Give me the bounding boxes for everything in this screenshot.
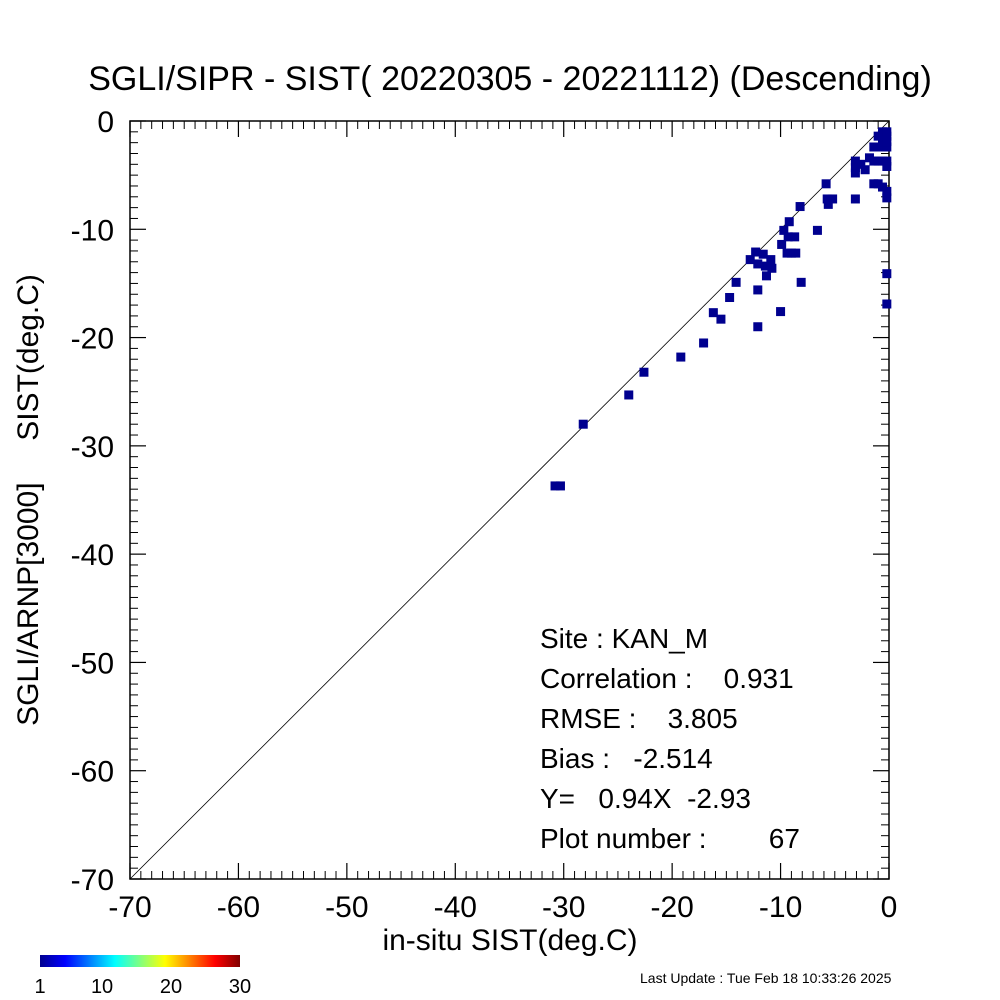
x-tick-label: 0 bbox=[881, 891, 898, 924]
x-tick-label: -10 bbox=[759, 891, 802, 924]
data-point bbox=[795, 202, 805, 212]
one-to-one-line bbox=[129, 120, 890, 880]
stat-line: Y= 0.94X -2.93 bbox=[540, 783, 751, 814]
data-point bbox=[753, 285, 763, 295]
data-point bbox=[753, 322, 763, 332]
data-point bbox=[823, 199, 833, 209]
data-point bbox=[725, 293, 735, 303]
data-point bbox=[760, 261, 770, 271]
data-point bbox=[821, 179, 831, 189]
y-tick-labels: -70 -60 -50 -40 -30 -20 -10 0 bbox=[71, 106, 114, 897]
data-point bbox=[850, 156, 860, 166]
data-point bbox=[639, 367, 649, 377]
data-point bbox=[860, 165, 870, 175]
last-update-text: Last Update : Tue Feb 18 10:33:26 2025 bbox=[640, 970, 892, 986]
data-point bbox=[882, 156, 892, 166]
data-point bbox=[828, 194, 838, 204]
data-point bbox=[822, 194, 832, 204]
data-point bbox=[766, 255, 776, 265]
data-point bbox=[753, 259, 763, 269]
x-tick-label: -70 bbox=[108, 891, 151, 924]
y-tick-label: -70 bbox=[71, 864, 114, 897]
stat-line: Site : KAN_M bbox=[540, 623, 708, 654]
data-point bbox=[776, 307, 786, 317]
plot-area bbox=[129, 120, 892, 880]
data-point bbox=[882, 193, 892, 203]
stat-line: Bias : -2.514 bbox=[540, 743, 713, 774]
data-point bbox=[882, 127, 892, 137]
colorbar-tick-label: 20 bbox=[160, 976, 182, 998]
y-axis-label: SGLI/ARNP[3000] SIST(deg.C) bbox=[12, 274, 45, 726]
data-point bbox=[777, 239, 787, 249]
data-point bbox=[708, 308, 718, 318]
colorbar-gradient bbox=[40, 955, 240, 967]
x-tick-label: -50 bbox=[325, 891, 368, 924]
data-point bbox=[699, 338, 709, 348]
data-point bbox=[796, 277, 806, 287]
x-tick-label: -20 bbox=[650, 891, 693, 924]
data-point bbox=[783, 232, 793, 242]
data-point bbox=[767, 263, 777, 273]
data-point bbox=[850, 168, 860, 178]
stat-line: Plot number : 67 bbox=[540, 823, 800, 854]
data-point bbox=[745, 255, 755, 265]
colorbar-tick-label: 30 bbox=[229, 976, 251, 998]
data-point bbox=[850, 194, 860, 204]
colorbar-labels: 1 10 20 30 bbox=[34, 976, 251, 998]
x-axis-label: in-situ SIST(deg.C) bbox=[382, 924, 637, 957]
minor-ticks bbox=[130, 121, 889, 879]
data-point bbox=[761, 271, 771, 281]
data-point bbox=[676, 352, 686, 362]
stat-line: Correlation : 0.931 bbox=[540, 663, 794, 694]
data-point bbox=[779, 225, 789, 235]
data-point bbox=[550, 481, 560, 491]
x-tick-label: -40 bbox=[434, 891, 477, 924]
data-point bbox=[850, 163, 860, 173]
data-point bbox=[882, 161, 892, 171]
data-point bbox=[882, 142, 892, 152]
data-point bbox=[784, 217, 794, 227]
stat-line: RMSE : 3.805 bbox=[540, 703, 738, 734]
y-tick-label: -30 bbox=[71, 431, 114, 464]
data-points bbox=[550, 127, 892, 491]
data-point bbox=[812, 225, 822, 235]
y-tick-label: -50 bbox=[71, 647, 114, 680]
y-tick-label: -10 bbox=[71, 214, 114, 247]
data-point bbox=[782, 248, 792, 258]
x-tick-label: -60 bbox=[217, 891, 260, 924]
chart-title: SGLI/SIPR - SIST( 20220305 - 20221112) (… bbox=[88, 60, 932, 98]
y-tick-label: -60 bbox=[71, 756, 114, 789]
data-point bbox=[882, 137, 892, 147]
x-tick-labels: -70 -60 -50 -40 -30 -20 -10 0 bbox=[108, 891, 897, 924]
y-tick-label: -40 bbox=[71, 539, 114, 572]
y-tick-label: 0 bbox=[97, 106, 114, 139]
data-point bbox=[758, 249, 768, 259]
data-point bbox=[555, 481, 565, 491]
colorbar-tick-label: 10 bbox=[91, 976, 113, 998]
statistics-box: Site : KAN_M Correlation : 0.931 RMSE : 3.… bbox=[540, 623, 800, 854]
data-point bbox=[856, 159, 866, 169]
data-point bbox=[578, 419, 588, 429]
data-point bbox=[731, 277, 741, 287]
x-tick-label: -30 bbox=[542, 891, 585, 924]
data-point bbox=[882, 269, 892, 279]
major-ticks bbox=[129, 120, 890, 880]
data-point bbox=[624, 390, 634, 400]
data-point bbox=[790, 232, 800, 242]
data-point bbox=[877, 182, 887, 192]
data-point bbox=[716, 314, 726, 324]
data-point bbox=[751, 247, 761, 257]
colorbar: 1 10 20 30 bbox=[34, 955, 251, 998]
data-point bbox=[791, 248, 801, 258]
data-point bbox=[882, 299, 892, 309]
colorbar-tick-label: 1 bbox=[34, 976, 45, 998]
y-tick-label: -20 bbox=[71, 323, 114, 356]
